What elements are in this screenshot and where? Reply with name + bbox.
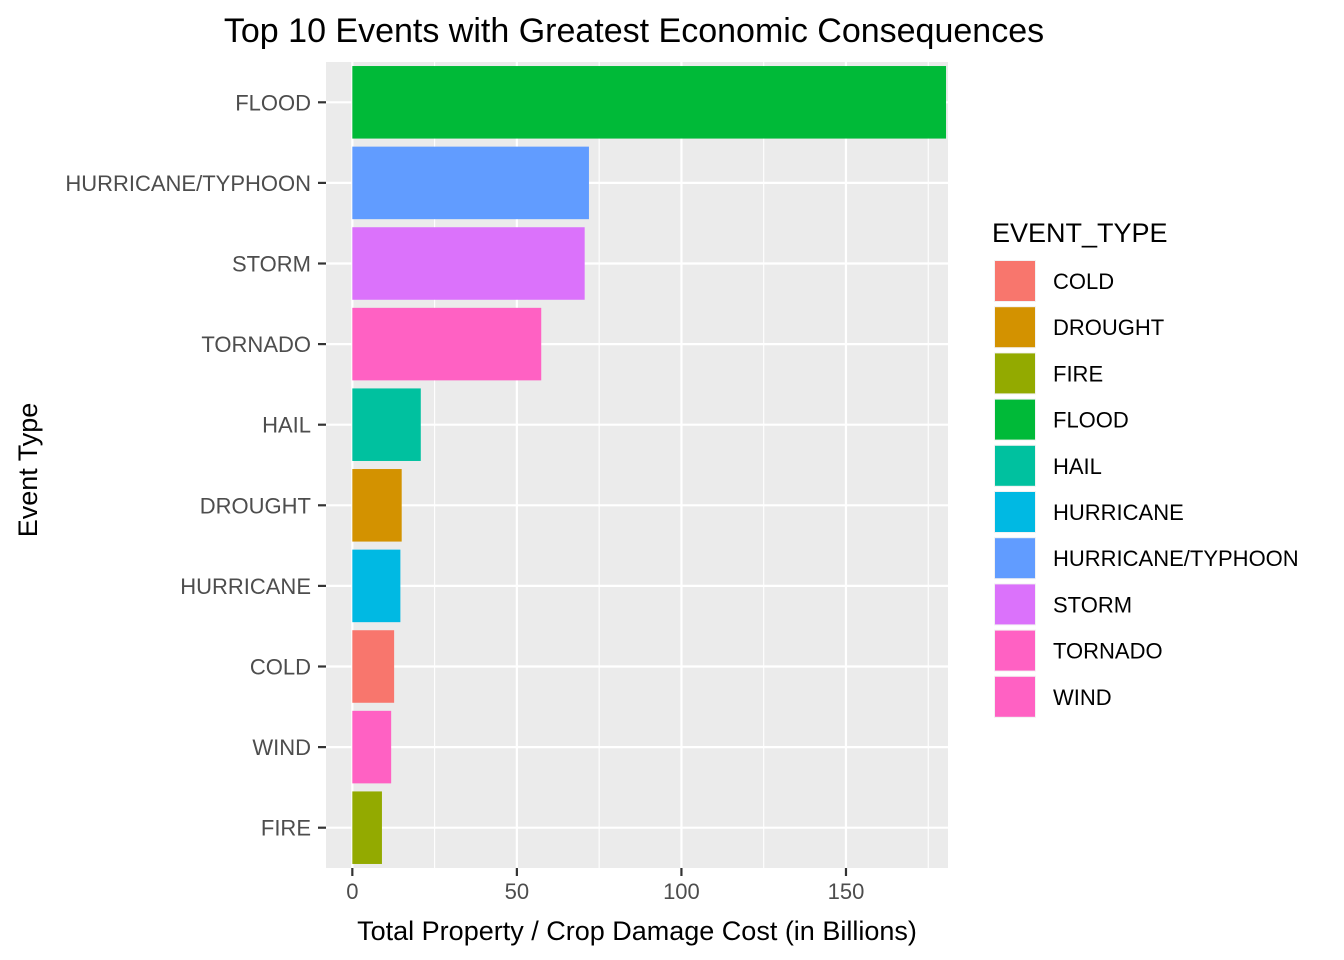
legend-label: FLOOD — [1053, 408, 1129, 433]
y-tick-label: FLOOD — [235, 90, 311, 115]
legend-key-wind — [995, 676, 1035, 717]
bar-tornado — [352, 307, 542, 381]
x-tick-label: 100 — [663, 879, 700, 904]
legend-label: HURRICANE/TYPHOON — [1053, 546, 1299, 571]
legend-label: DROUGHT — [1053, 315, 1164, 340]
legend-label: TORNADO — [1053, 639, 1163, 664]
legend-label: WIND — [1053, 685, 1112, 710]
legend-key-hail — [995, 445, 1035, 486]
y-axis-label: Event Type — [13, 403, 43, 538]
bars — [352, 66, 947, 864]
bar-wind — [352, 710, 392, 784]
y-tick-label: DROUGHT — [200, 493, 311, 518]
bar-hurricane-typhoon — [352, 146, 589, 220]
legend-key-cold — [995, 261, 1035, 301]
chart-title: Top 10 Events with Greatest Economic Con… — [224, 12, 1044, 50]
legend-label: COLD — [1053, 269, 1114, 294]
legend-key-hurricane-typhoon — [995, 538, 1035, 579]
legend-label: FIRE — [1053, 361, 1103, 386]
y-tick-label: TORNADO — [201, 332, 311, 357]
bar-flood — [352, 66, 947, 139]
legend-label: HURRICANE — [1053, 500, 1184, 525]
legend-key-hurricane — [995, 492, 1035, 532]
x-axis-label: Total Property / Crop Damage Cost (in Bi… — [357, 916, 917, 946]
bar-hail — [352, 388, 421, 461]
legend-key-flood — [995, 399, 1035, 440]
bar-drought — [352, 469, 402, 542]
y-tick-label: WIND — [252, 735, 311, 760]
y-axis: FLOOD HURRICANE/TYPHOON STORM TORNADO HAIL DR… — [65, 90, 326, 841]
bar-hurricane — [352, 549, 401, 623]
y-tick-label: HAIL — [262, 413, 311, 438]
bar-cold — [352, 630, 395, 703]
legend-key-drought — [995, 307, 1035, 348]
x-tick-label: 0 — [346, 879, 358, 904]
bar-fire — [352, 791, 382, 864]
legend-key-storm — [995, 584, 1035, 625]
x-tick-label: 150 — [828, 879, 865, 904]
legend-label: HAIL — [1053, 454, 1102, 479]
y-tick-label: COLD — [250, 655, 311, 680]
x-axis: 0 50 100 150 — [346, 868, 864, 904]
x-tick-label: 50 — [505, 879, 529, 904]
legend-label: STORM — [1053, 592, 1132, 617]
y-tick-label: HURRICANE/TYPHOON — [65, 171, 311, 196]
y-tick-label: HURRICANE — [180, 574, 311, 599]
legend-key-fire — [995, 353, 1035, 394]
legend: EVENT_TYPE COLD DROUGHT FIRE FLOOD HAIL HURRI… — [992, 218, 1299, 718]
legend-title: EVENT_TYPE — [992, 218, 1168, 248]
legend-key-tornado — [995, 630, 1035, 671]
bar-storm — [352, 227, 585, 300]
y-tick-label: STORM — [232, 252, 311, 277]
y-tick-label: FIRE — [261, 816, 311, 841]
